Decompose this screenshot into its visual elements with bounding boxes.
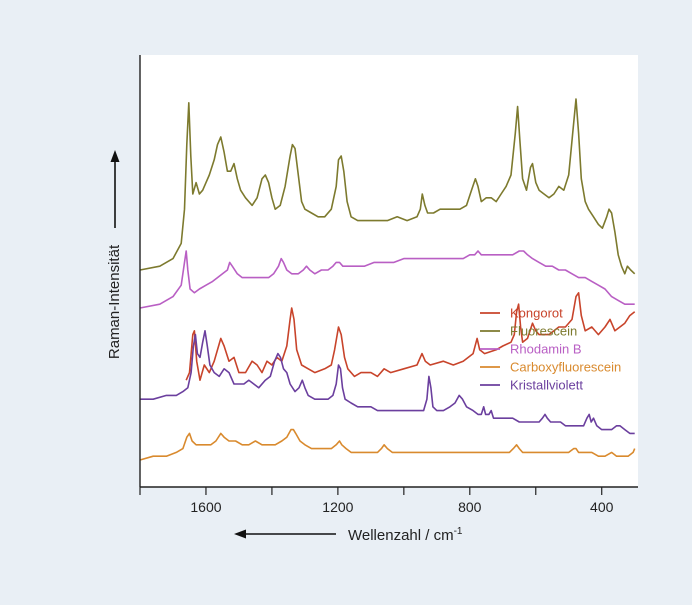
legend: Kongorot Fluorescein Rhodamin B Carboxyfluo… <box>480 306 621 393</box>
series-line-fluorescein <box>139 98 636 275</box>
x-tick-label: 1200 <box>322 499 353 515</box>
legend-label-kristallviolett: Kristallviolett <box>510 378 583 393</box>
series-line-carboxyfluorescein <box>139 428 636 461</box>
x-tick-label: 800 <box>458 499 482 515</box>
y-axis-label: Raman-Intensität <box>106 244 123 359</box>
legend-label-kongorot: Kongorot <box>510 306 563 321</box>
legend-label-rhodamin-b: Rhodamin B <box>510 342 582 357</box>
x-tick-label: 1600 <box>190 499 221 515</box>
series-layer <box>139 98 636 461</box>
x-tick-label: 400 <box>590 499 614 515</box>
plot-area <box>140 55 638 487</box>
legend-label-carboxyfluorescein: Carboxyfluorescein <box>510 360 621 375</box>
x-arrow-head-icon <box>234 529 246 539</box>
series-line-kristallviolett <box>140 330 635 435</box>
x-tick-layer: 1600 1200 800 400 <box>139 487 614 515</box>
legend-label-fluorescein: Fluorescein <box>510 324 577 339</box>
y-arrow-head-icon <box>110 150 120 162</box>
x-axis-label: Wellenzahl / cm-1 <box>348 526 463 544</box>
series-line-kongorot <box>185 292 636 381</box>
series-line-rhodamin-b <box>139 250 635 309</box>
